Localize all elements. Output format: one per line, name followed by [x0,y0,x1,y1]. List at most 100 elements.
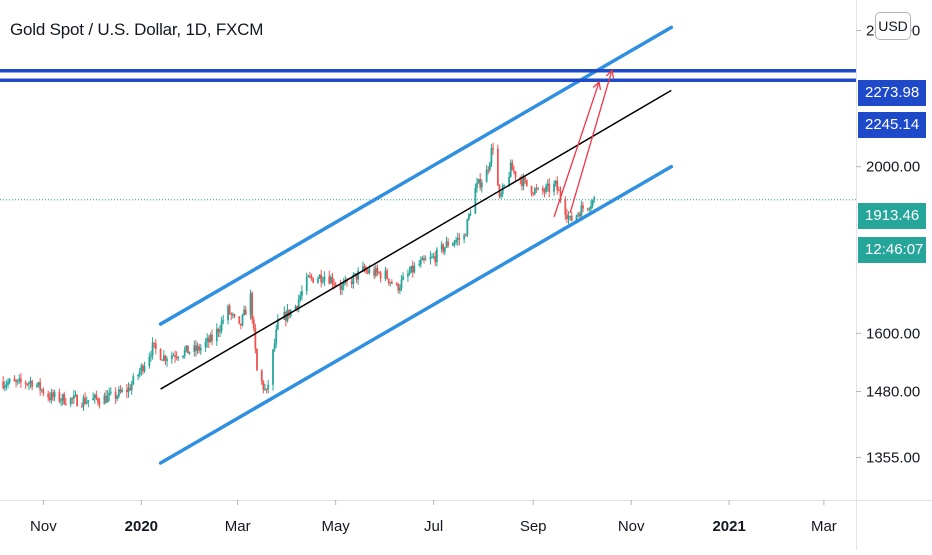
candle-body [109,391,112,393]
candle-body [509,162,512,177]
y-tick-label: 1480.00 [866,384,920,401]
candle-body [354,273,356,275]
candle-body [138,371,141,375]
candle-body [578,213,581,217]
candle-body [154,343,157,349]
candle-body [119,389,122,392]
candle-body [36,385,38,387]
candle-body [260,370,263,382]
candle-body [318,274,321,279]
candle-body [219,330,221,333]
candle-body [198,346,201,351]
x-tick-label: May [321,518,350,535]
candle-body [398,287,401,291]
candle-body [310,276,313,278]
candle-body [546,183,549,186]
candle-body [307,275,310,278]
candle-body [267,384,270,390]
y-tick-label: 1355.00 [866,449,920,466]
x-tick-label: Mar [811,518,837,535]
projection-arrow-shaft [553,81,600,218]
candle-body [254,327,257,349]
price-tag-last: 1913.46 [858,203,926,229]
candle-body [196,346,199,351]
candle-body [238,316,241,324]
candle-body [503,185,506,187]
candle-body [355,273,358,280]
candle-body [240,323,242,326]
projection-arrow-head [605,69,615,79]
candle-body [530,185,533,194]
candle-body [182,355,184,358]
candle-body [305,277,308,292]
candle-body [363,266,366,271]
candle-body [423,257,425,260]
y-tick-label: 1600.00 [866,325,920,342]
candle-body [243,309,246,315]
candle-body [323,276,326,282]
candle-body [159,348,162,360]
candle-body [172,355,175,357]
candle-body [384,270,387,279]
candle-body [252,319,255,328]
price-tag-lower-level: 2245.14 [858,112,926,138]
x-tick-label: Jul [424,518,443,535]
candle-body [525,179,528,186]
candle-body [419,260,422,265]
candle-body [418,264,421,266]
candle-body [533,188,536,194]
candle-body [61,394,64,401]
candle-body [586,208,589,210]
candle-body [273,343,276,350]
candle-body [233,314,236,317]
candle-body [431,256,433,258]
candle-body [294,306,297,311]
candle-body [29,381,32,383]
candle-body [476,183,478,188]
candle-body [106,395,109,403]
candle-body [321,281,324,283]
candle-body [40,389,43,391]
candle-body [469,213,472,215]
candle-body [407,273,409,277]
candle-body [566,214,568,219]
candle-body [537,187,539,189]
candle-body [554,180,557,184]
candle-body [16,380,19,382]
candle-body [312,277,315,283]
candle-body [387,278,390,283]
candle-body [352,274,355,285]
candle-body [456,238,459,241]
candle-body [331,277,334,285]
candle-body [105,395,107,403]
candle-body [445,241,448,248]
chart-title: Gold Spot / U.S. Dollar, 1D, FXCM [10,20,264,39]
candle-body [400,279,403,288]
candle-body [175,356,178,358]
candle-body [125,389,128,393]
candle-body [299,295,302,300]
x-tick-label: Nov [618,518,645,535]
currency-button[interactable]: USD [875,12,911,40]
candle-body [334,284,337,286]
candle-body [185,345,188,350]
candle-body [424,259,427,261]
candle-body [402,276,405,280]
candle-body [432,256,435,258]
candle-body [71,398,74,400]
candle-body [5,384,8,386]
candle-body [114,391,117,399]
candle-body [18,378,21,381]
candle-body [217,328,220,333]
candle-body [590,205,592,209]
candle-body [39,382,42,391]
candle-body [389,282,392,284]
candle-body [228,305,231,314]
candle-body [333,284,335,286]
candle-body [117,389,120,397]
candle-body [148,356,151,367]
candle-body [82,397,85,407]
candle-body [256,348,258,371]
